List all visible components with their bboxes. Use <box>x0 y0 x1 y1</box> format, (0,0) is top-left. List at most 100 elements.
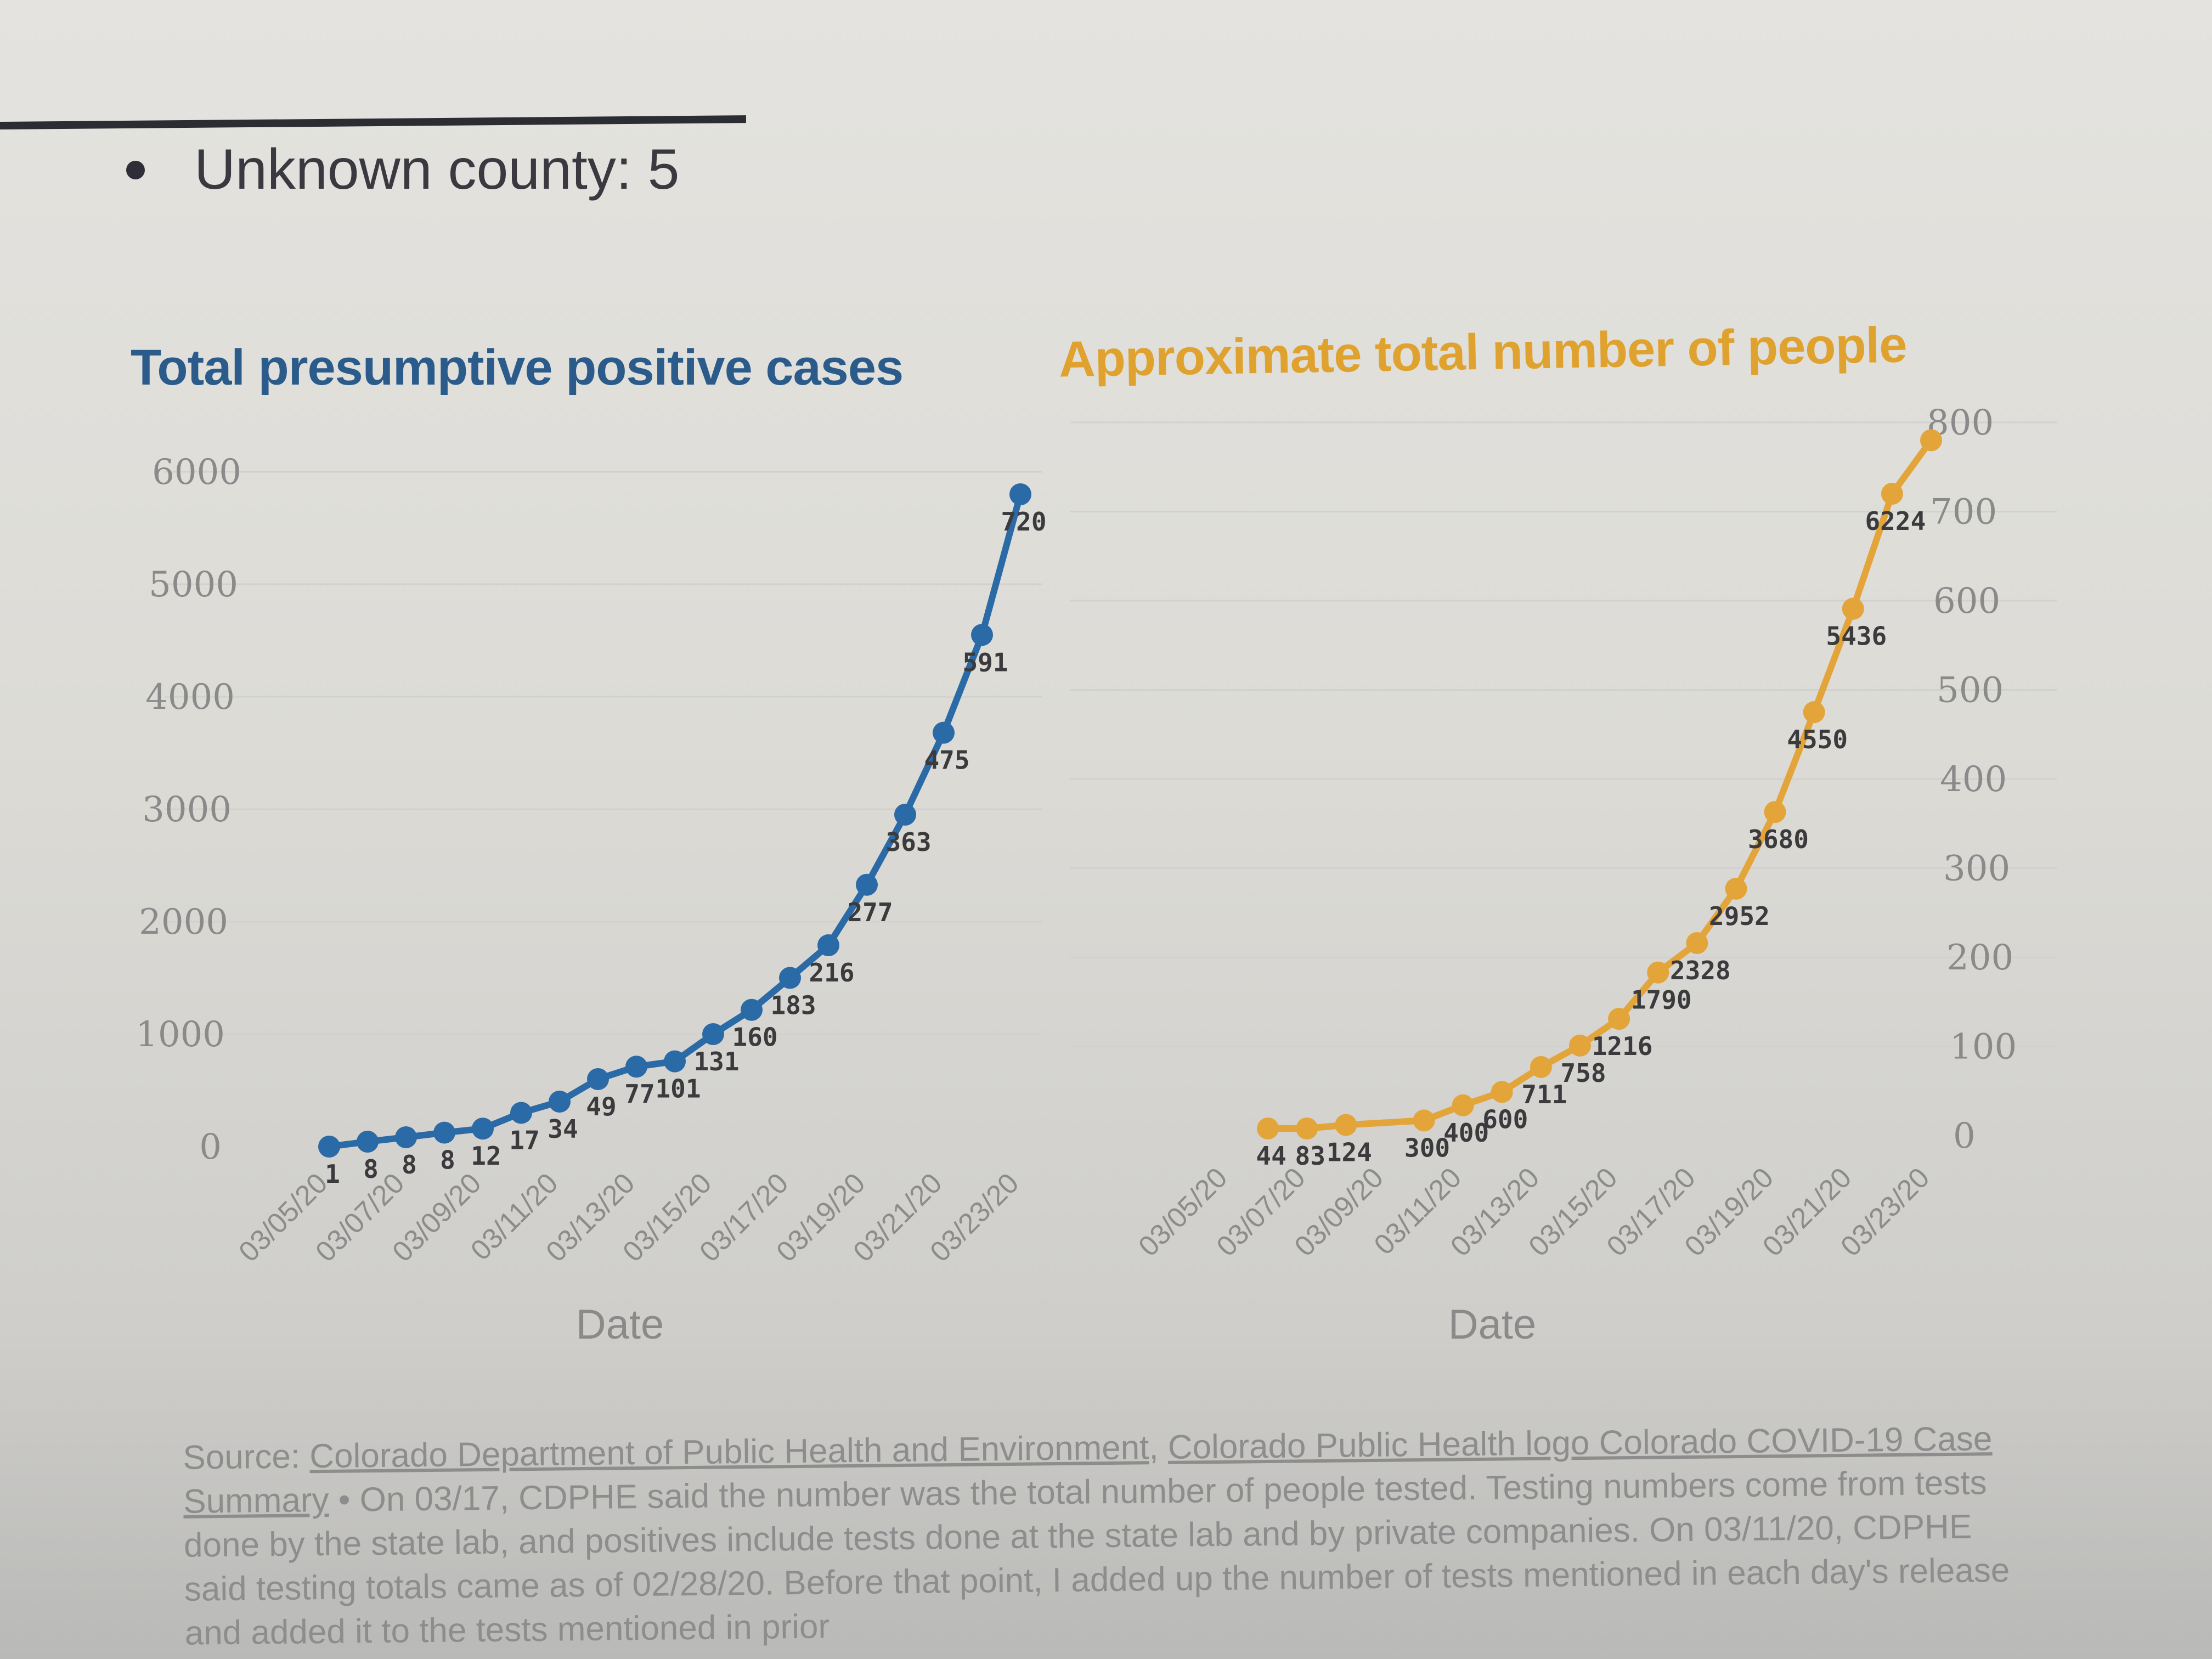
data-point <box>971 624 993 646</box>
data-label: 49 <box>586 1092 616 1121</box>
data-label: 8 <box>440 1146 455 1175</box>
source-body: • On 03/17, CDPHE said the number was th… <box>183 1464 2010 1652</box>
data-label: 1216 <box>1592 1031 1653 1061</box>
data-point <box>472 1118 494 1140</box>
data-point <box>357 1130 379 1153</box>
y-tick-label: 300 <box>1943 849 2010 889</box>
y-tick-label: 0 <box>199 1127 222 1167</box>
data-label: 216 <box>809 958 854 988</box>
y-tick-label: 2000 <box>139 902 228 943</box>
data-label: 5436 <box>1826 622 1887 651</box>
data-label: 475 <box>924 746 969 775</box>
cases-chart-title: Total presumptive positive cases <box>131 340 904 396</box>
data-label: 8 <box>363 1154 379 1184</box>
data-point <box>779 967 801 989</box>
data-point <box>817 934 839 957</box>
y-tick-label: 0 <box>1953 1116 1976 1156</box>
data-label: 12 <box>471 1141 501 1171</box>
y-tick-label: 600 <box>1933 581 2000 622</box>
data-label: 2952 <box>1709 901 1770 931</box>
data-point <box>856 873 878 896</box>
data-point <box>1257 1118 1279 1139</box>
data-point <box>1530 1056 1552 1078</box>
x-axis-title: Date <box>576 1301 664 1348</box>
data-point <box>318 1136 340 1158</box>
bullet-item: Unknown county: 5 <box>126 137 680 202</box>
series-line <box>1268 438 1934 1132</box>
y-tick-label: 5000 <box>149 565 238 605</box>
y-tick-label: 3000 <box>142 789 232 830</box>
data-label: 3680 <box>1748 825 1809 854</box>
data-point <box>1686 932 1708 954</box>
data-label: 183 <box>770 991 816 1020</box>
data-label: 83 <box>1295 1141 1325 1171</box>
data-point <box>894 803 916 826</box>
data-point <box>1920 429 1942 452</box>
bullet-icon <box>126 160 145 179</box>
data-label: 131 <box>693 1047 739 1076</box>
source-sep: , <box>1149 1428 1169 1467</box>
data-point <box>1608 1008 1630 1030</box>
data-point <box>1881 483 1903 505</box>
data-point <box>1491 1081 1513 1103</box>
data-label: 6224 <box>1865 506 1926 536</box>
y-tick-label: 400 <box>1940 759 2007 800</box>
y-tick-label: 700 <box>1930 492 1997 533</box>
data-label: 600 <box>1482 1104 1528 1134</box>
data-label: 2328 <box>1670 956 1731 985</box>
source-prefix: Source: <box>183 1437 310 1477</box>
data-label: 363 <box>885 827 931 857</box>
data-point <box>1803 701 1825 724</box>
data-label: 300 <box>1404 1133 1450 1163</box>
data-point <box>702 1023 724 1045</box>
data-point <box>1009 483 1031 505</box>
data-label: 8 <box>402 1150 417 1180</box>
data-label: 160 <box>732 1023 777 1052</box>
data-point <box>1764 801 1786 823</box>
y-tick-label: 4000 <box>145 677 235 718</box>
data-label: 711 <box>1521 1080 1567 1109</box>
data-point <box>1452 1094 1474 1116</box>
data-label: 4550 <box>1787 725 1848 754</box>
data-label: 77 <box>624 1079 654 1109</box>
y-tick-label: 1000 <box>136 1014 225 1055</box>
data-point <box>1296 1118 1318 1139</box>
data-label: 720 <box>1001 507 1046 537</box>
data-point <box>395 1126 417 1148</box>
data-label: 44 <box>1256 1141 1286 1171</box>
data-label: 1 <box>325 1159 340 1189</box>
source-note: Source: Colorado Department of Public He… <box>183 1417 2039 1655</box>
series-line <box>329 493 1024 1150</box>
data-point <box>933 721 955 744</box>
data-point <box>587 1068 609 1090</box>
data-label: 277 <box>847 898 893 927</box>
data-point <box>1842 597 1864 620</box>
data-point <box>510 1102 532 1124</box>
data-point <box>1725 877 1747 900</box>
data-label: 1790 <box>1631 985 1692 1015</box>
data-point <box>741 998 763 1021</box>
cdphe-link[interactable]: Colorado Department of Public Health and… <box>309 1429 1149 1476</box>
data-label: 17 <box>509 1126 539 1155</box>
data-label: 124 <box>1327 1138 1372 1167</box>
data-label: 591 <box>962 647 1008 677</box>
data-point <box>1413 1109 1435 1132</box>
data-label: 34 <box>548 1114 578 1144</box>
x-axis-title: Date <box>1448 1301 1537 1348</box>
data-label: 101 <box>655 1074 701 1104</box>
data-label: 400 <box>1443 1118 1489 1148</box>
charts-canvas: 010002000300040005000600003/05/2003/07/2… <box>136 403 2057 1348</box>
data-point <box>1569 1034 1591 1057</box>
data-label: 758 <box>1560 1058 1606 1088</box>
data-point <box>625 1056 647 1078</box>
data-point <box>433 1121 455 1144</box>
data-point <box>1335 1114 1357 1136</box>
data-point <box>549 1091 571 1113</box>
y-tick-label: 500 <box>1937 670 2004 711</box>
data-point <box>1647 961 1669 984</box>
data-point <box>664 1050 686 1073</box>
y-tick-label: 6000 <box>152 452 241 493</box>
y-tick-label: 100 <box>1950 1027 2017 1068</box>
bullet-text: Unknown county: 5 <box>194 138 680 201</box>
y-tick-label: 200 <box>1946 938 2013 978</box>
